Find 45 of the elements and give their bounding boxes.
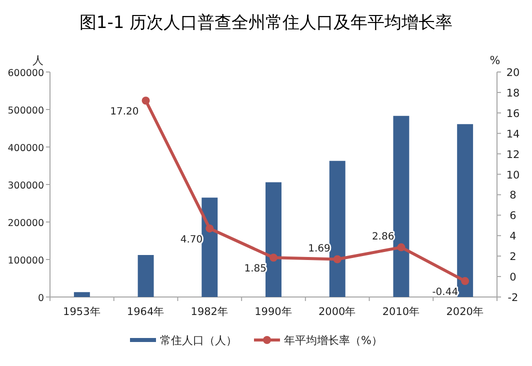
y2-tick-label: 16 [506,108,520,120]
y2-tick-label: 20 [506,67,520,79]
y2-tick-label: 6 [510,210,517,222]
bar [457,124,474,297]
data-label: 17.20 [110,106,139,118]
x-tick-label: 1953年 [63,306,101,318]
y2-tick-label: 4 [510,230,517,243]
y-tick-label: 500000 [8,106,44,116]
x-tick-label: 1964年 [126,306,165,318]
point [333,255,342,264]
y2-tick-label: 2 [510,251,516,264]
point [142,96,150,105]
bar [202,198,218,297]
y2-tick-label: 14 [506,128,520,140]
y-tick-label: 300000 [8,180,44,192]
point [270,254,278,262]
x-tick-label: 1990年 [254,306,292,318]
y2-tick-label: 10 [506,169,520,182]
x-tick-label: 2000年 [318,306,356,318]
point [461,277,470,286]
y2-axis-title: % [490,54,500,67]
x-tick-label: 1982年 [190,306,229,318]
y-tick-label: 600000 [8,68,44,79]
point [397,243,406,252]
bar [329,160,346,297]
bar [138,255,154,297]
y2-tick-label: 12 [506,148,520,161]
point [206,224,214,232]
y-tick-label: 100000 [8,256,44,266]
x-tick-label: 2020年 [446,306,484,318]
y-tick-label: 0 [38,293,44,304]
y-axis-title: 人 [32,54,44,67]
y-tick-label: 200000 [8,218,44,229]
x-tick-label: 2010年 [382,306,420,318]
bar [266,182,282,297]
y2-tick-label: 8 [510,190,516,202]
legend-label: 年平均增长率（%） [284,334,382,347]
legend-label: 常住人口（人） [160,334,237,347]
chart-title: 图1-1 历次人口普查全州常住人口及年平均增长率 [79,13,453,33]
y2-tick-label: 0 [510,272,516,284]
y-tick-label: 400000 [8,143,44,154]
bar [393,116,410,297]
y2-tick-label: 18 [506,87,520,100]
bar [74,292,90,297]
y2-tick-label: -2 [508,292,518,304]
